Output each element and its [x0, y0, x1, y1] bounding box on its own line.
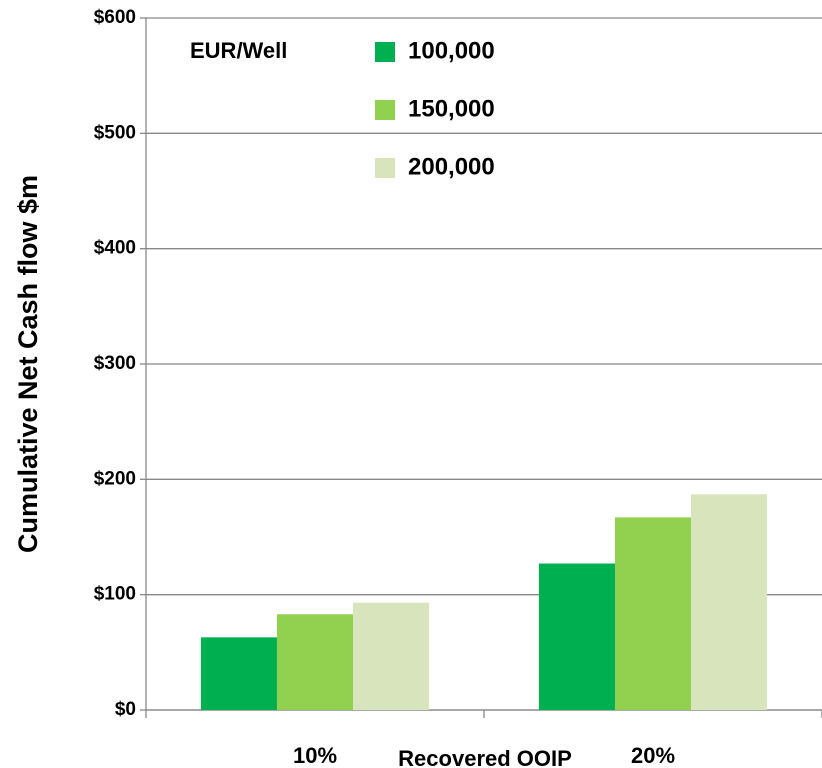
y-tick-label: $200	[94, 468, 136, 489]
x-axis-label: Recovered OOIP	[398, 746, 572, 768]
legend-swatch	[375, 158, 395, 178]
y-tick-label: $100	[94, 584, 136, 605]
y-axis-label: Cumulative Net Cash flow $m	[13, 175, 43, 553]
x-tick-label: 20%	[631, 743, 675, 768]
legend-title: EUR/Well	[190, 38, 287, 63]
bar	[614, 517, 692, 710]
legend-swatch	[375, 100, 395, 120]
bar	[200, 637, 277, 710]
y-tick-label: $0	[115, 699, 136, 720]
bar	[276, 614, 354, 710]
bar	[691, 494, 768, 710]
y-tick-label: $400	[94, 238, 136, 259]
legend-label: 150,000	[408, 95, 495, 122]
y-tick-label: $600	[94, 7, 136, 28]
y-tick-label: $500	[94, 122, 136, 143]
bar	[353, 602, 430, 710]
bar	[538, 563, 615, 710]
y-tick-label: $300	[94, 353, 136, 374]
legend-label: 200,000	[408, 153, 495, 180]
legend-label: 100,000	[408, 37, 495, 64]
x-tick-label: 10%	[293, 743, 337, 768]
legend-swatch	[375, 42, 395, 62]
